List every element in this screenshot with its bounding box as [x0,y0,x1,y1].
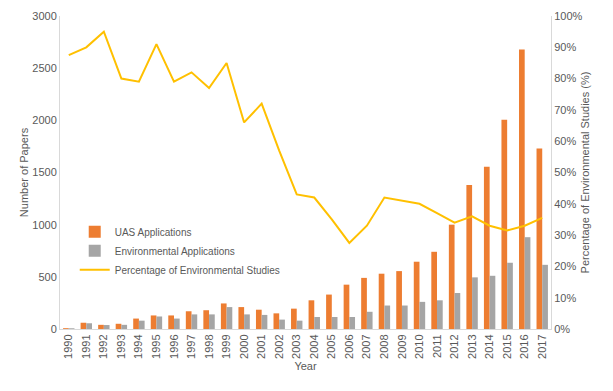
svg-text:100%: 100% [554,10,582,22]
svg-text:1997: 1997 [185,334,197,358]
svg-text:2015: 2015 [501,334,513,358]
svg-text:30%: 30% [554,229,576,241]
svg-text:0%: 0% [554,323,570,335]
svg-text:2007: 2007 [360,334,372,358]
svg-text:1000: 1000 [32,219,56,231]
svg-text:1991: 1991 [80,334,92,358]
svg-text:60%: 60% [554,135,576,147]
svg-text:20%: 20% [554,260,576,272]
svg-text:500: 500 [38,271,56,283]
svg-text:2012: 2012 [448,334,460,358]
svg-text:2000: 2000 [32,114,56,126]
svg-text:2011: 2011 [431,334,443,358]
svg-text:2014: 2014 [483,334,495,358]
svg-text:Number of Papers: Number of Papers [18,127,30,217]
svg-text:70%: 70% [554,104,576,116]
svg-text:1993: 1993 [115,334,127,358]
svg-text:90%: 90% [554,41,576,53]
svg-text:1994: 1994 [132,334,144,358]
svg-text:Percentage of Environmental St: Percentage of Environmental Studies [115,265,280,276]
svg-text:2000: 2000 [238,334,250,358]
svg-text:1996: 1996 [168,334,180,358]
svg-text:2008: 2008 [378,334,390,358]
svg-text:50%: 50% [554,166,576,178]
svg-text:Environmental Applications: Environmental Applications [115,246,235,257]
svg-text:1998: 1998 [203,334,215,358]
svg-text:1999: 1999 [220,334,232,358]
svg-text:2016: 2016 [518,334,530,358]
svg-text:1990: 1990 [62,334,74,358]
svg-text:2017: 2017 [536,334,548,358]
svg-text:2003: 2003 [290,334,302,358]
svg-text:40%: 40% [554,198,576,210]
svg-text:2500: 2500 [32,62,56,74]
svg-text:2004: 2004 [308,334,320,358]
svg-text:10%: 10% [554,292,576,304]
svg-text:Percentage of Environmental St: Percentage of Environmental Studies (%) [579,72,591,274]
svg-text:2001: 2001 [255,334,267,358]
svg-text:2013: 2013 [466,334,478,358]
svg-text:1995: 1995 [150,334,162,358]
svg-text:2005: 2005 [325,334,337,358]
svg-text:1500: 1500 [32,166,56,178]
svg-text:2010: 2010 [413,334,425,358]
svg-text:2006: 2006 [343,334,355,358]
svg-text:2009: 2009 [396,334,408,358]
svg-text:Year: Year [294,360,317,372]
svg-text:2002: 2002 [273,334,285,358]
svg-text:UAS Applications: UAS Applications [115,227,192,238]
svg-text:0: 0 [51,323,57,335]
svg-text:1992: 1992 [97,334,109,358]
svg-text:3000: 3000 [32,10,56,22]
svg-text:80%: 80% [554,72,576,84]
